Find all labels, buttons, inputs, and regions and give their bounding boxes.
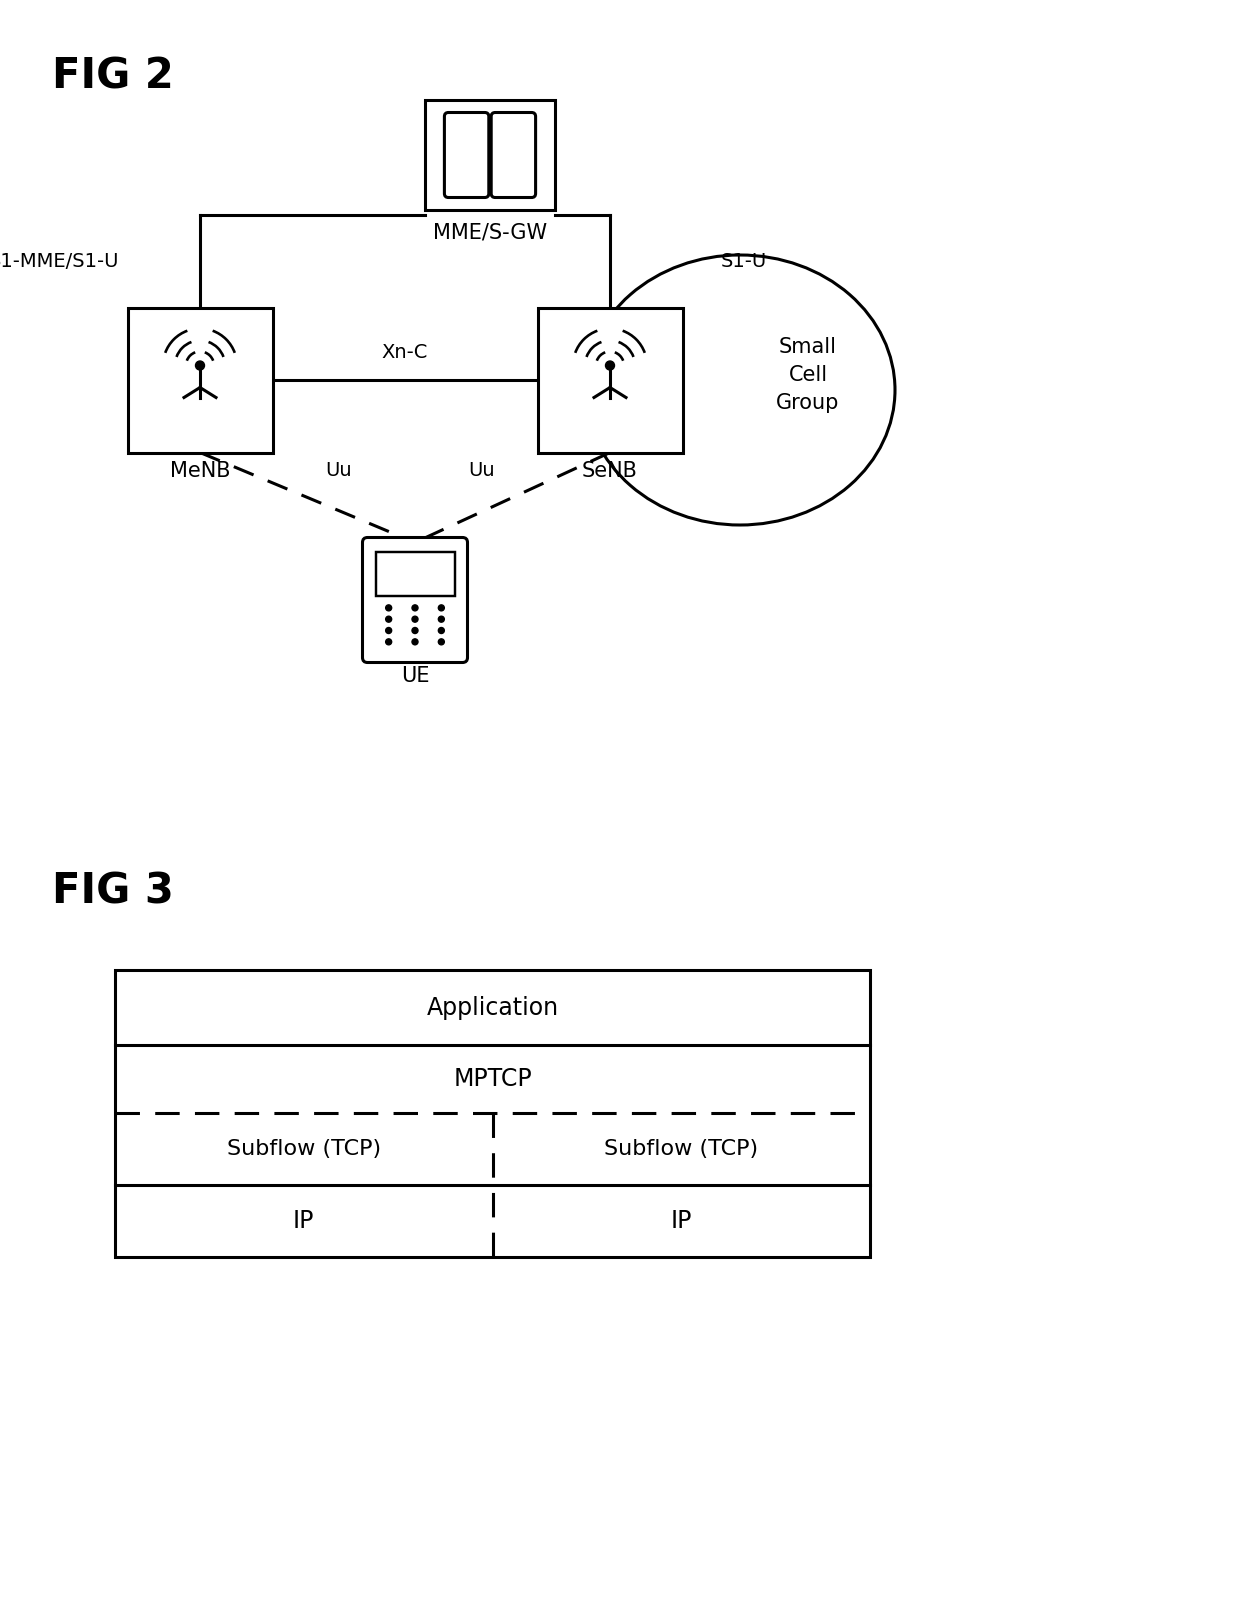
Circle shape — [412, 617, 418, 621]
Text: MME/S-GW: MME/S-GW — [433, 222, 547, 241]
Text: FIG 3: FIG 3 — [52, 869, 174, 911]
Bar — [128, 308, 273, 452]
Text: UE: UE — [401, 665, 429, 686]
Circle shape — [438, 639, 444, 646]
Circle shape — [386, 628, 392, 633]
Text: Uu: Uu — [467, 460, 495, 480]
Bar — [115, 969, 870, 1257]
Circle shape — [412, 605, 418, 610]
Circle shape — [386, 639, 392, 646]
Text: Application: Application — [427, 995, 558, 1019]
Text: Subflow (TCP): Subflow (TCP) — [227, 1138, 381, 1159]
Bar — [425, 100, 556, 209]
Circle shape — [438, 617, 444, 621]
Circle shape — [386, 605, 392, 610]
Text: S1-MME/S1-U: S1-MME/S1-U — [0, 251, 119, 270]
Text: SeNB: SeNB — [582, 460, 637, 480]
Circle shape — [386, 617, 392, 621]
Circle shape — [605, 361, 615, 370]
Text: MPTCP: MPTCP — [453, 1067, 532, 1092]
Circle shape — [438, 605, 444, 610]
Bar — [537, 308, 682, 452]
Bar — [376, 552, 455, 596]
Circle shape — [438, 628, 444, 633]
Circle shape — [196, 361, 205, 370]
Text: Small
Cell
Group: Small Cell Group — [776, 336, 839, 414]
Text: IP: IP — [293, 1209, 315, 1233]
Circle shape — [412, 639, 418, 646]
Text: S1-U: S1-U — [720, 251, 766, 270]
Text: FIG 2: FIG 2 — [52, 55, 174, 97]
Circle shape — [412, 628, 418, 633]
FancyBboxPatch shape — [444, 113, 489, 198]
FancyBboxPatch shape — [362, 538, 467, 662]
Text: IP: IP — [671, 1209, 692, 1233]
FancyBboxPatch shape — [491, 113, 536, 198]
Text: Subflow (TCP): Subflow (TCP) — [604, 1138, 759, 1159]
Text: MeNB: MeNB — [170, 460, 231, 480]
Ellipse shape — [585, 254, 895, 525]
Text: Xn-C: Xn-C — [382, 343, 428, 362]
Text: Uu: Uu — [325, 460, 352, 480]
